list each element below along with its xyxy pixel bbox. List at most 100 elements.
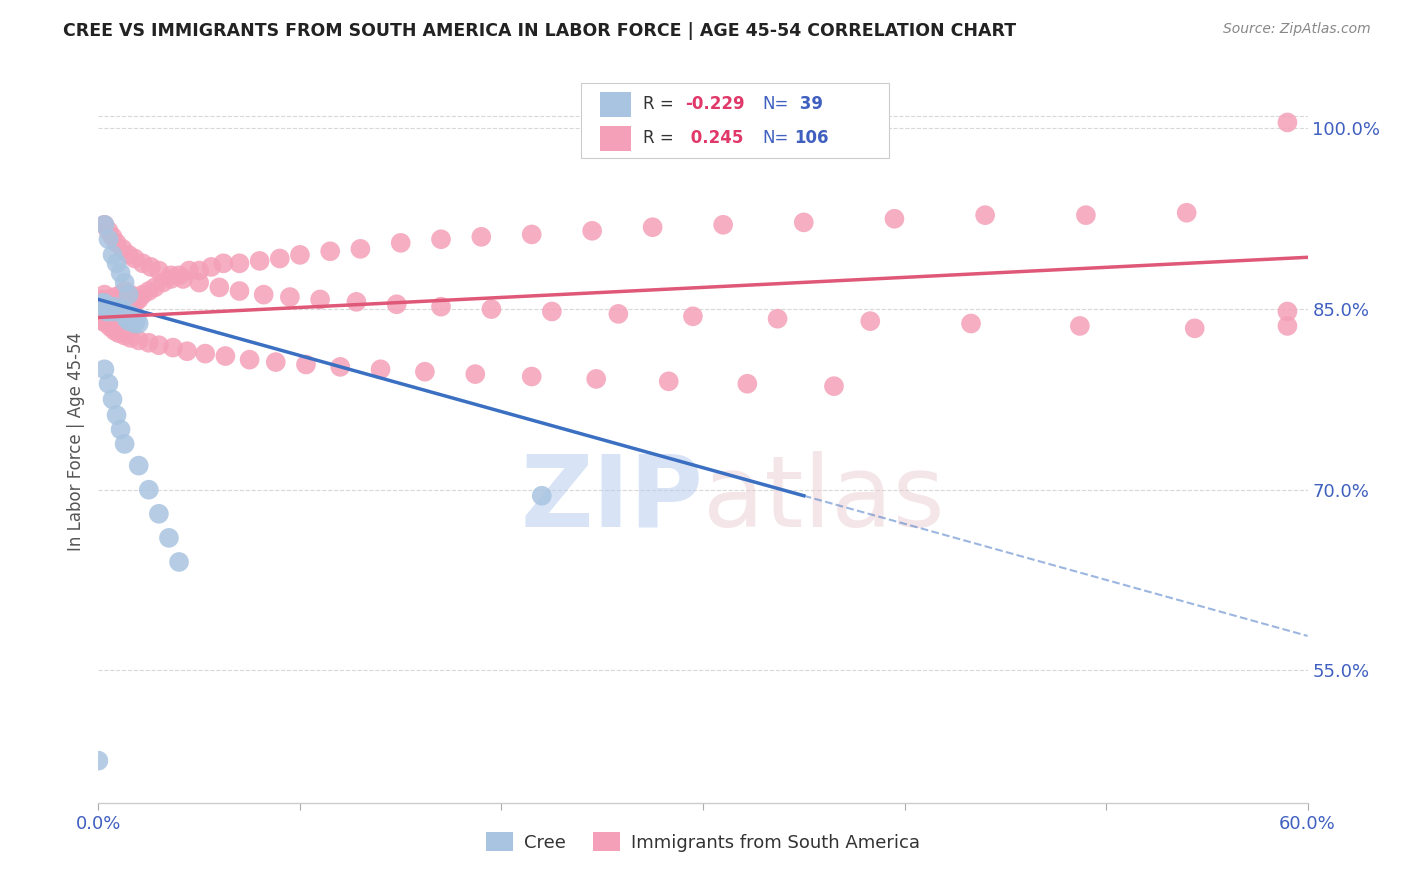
Point [93, 296, 115, 310]
Text: N=: N= [762, 95, 789, 113]
Point [115, 287, 138, 301]
Point [103, 300, 125, 314]
Point [430, 232, 453, 246]
Point [110, 266, 132, 280]
Point [107, 326, 129, 341]
Point [97, 304, 120, 318]
Point [96, 304, 118, 318]
Point [93, 218, 115, 232]
Point [160, 272, 183, 286]
Point [385, 297, 408, 311]
Point [152, 276, 174, 290]
Point [239, 352, 262, 367]
Point [105, 304, 128, 318]
Point [120, 287, 142, 301]
Point [101, 230, 124, 244]
Y-axis label: In Labor Force | Age 45-54: In Labor Force | Age 45-54 [66, 332, 84, 551]
Point [105, 256, 128, 270]
Point [114, 437, 136, 451]
Point [766, 311, 789, 326]
Point [118, 287, 141, 301]
Point [167, 268, 190, 283]
Point [249, 254, 271, 268]
Point [167, 555, 190, 569]
Point [288, 248, 311, 262]
Point [172, 272, 194, 286]
Point [1069, 318, 1091, 333]
Point [138, 335, 160, 350]
Point [118, 248, 141, 262]
Point [138, 483, 160, 497]
Point [114, 308, 136, 322]
Point [253, 287, 276, 301]
Point [97, 293, 120, 307]
Point [1277, 304, 1299, 318]
Point [212, 256, 235, 270]
Point [581, 224, 603, 238]
Point [118, 293, 141, 307]
Point [121, 293, 143, 307]
Point [295, 358, 318, 372]
Point [91, 296, 114, 310]
Point [114, 284, 136, 298]
Point [1074, 208, 1097, 222]
Point [124, 252, 146, 266]
Point [179, 263, 201, 277]
Point [370, 362, 392, 376]
Point [194, 346, 217, 360]
Point [188, 263, 211, 277]
Point [228, 284, 250, 298]
Point [89, 296, 111, 310]
Point [103, 290, 125, 304]
Point [540, 304, 562, 318]
Point [97, 224, 120, 238]
Point [111, 293, 134, 307]
Point [793, 215, 815, 229]
Point [309, 293, 332, 307]
Point [139, 260, 162, 274]
Point [481, 301, 503, 317]
Point [105, 235, 128, 250]
Text: ZIP: ZIP [520, 450, 703, 548]
Point [128, 293, 150, 307]
Point [120, 308, 142, 322]
Point [349, 242, 371, 256]
Point [132, 287, 155, 301]
Point [97, 232, 120, 246]
Point [103, 324, 125, 338]
Point [160, 268, 183, 283]
Point [1175, 205, 1198, 219]
Point [1184, 321, 1206, 335]
Point [319, 244, 342, 259]
Point [121, 311, 143, 326]
Point [91, 293, 114, 307]
Point [101, 304, 124, 318]
Point [389, 235, 412, 250]
Point [176, 344, 198, 359]
Point [823, 379, 845, 393]
Point [101, 392, 124, 407]
Point [105, 296, 128, 310]
Point [128, 458, 150, 473]
Point [96, 296, 118, 310]
Point [585, 372, 607, 386]
Point [214, 349, 236, 363]
Point [128, 317, 150, 331]
Point [682, 310, 704, 324]
Text: Source: ZipAtlas.com: Source: ZipAtlas.com [1223, 22, 1371, 37]
Point [188, 276, 211, 290]
Point [413, 365, 436, 379]
Point [200, 260, 222, 274]
Point [329, 359, 352, 374]
Point [115, 311, 138, 326]
Point [148, 338, 170, 352]
Point [974, 208, 997, 222]
Point [93, 218, 115, 232]
Point [101, 248, 124, 262]
Point [269, 252, 291, 266]
Point [658, 375, 681, 389]
Point [100, 296, 122, 310]
Point [464, 367, 486, 381]
Point [264, 355, 287, 369]
Point [228, 256, 250, 270]
